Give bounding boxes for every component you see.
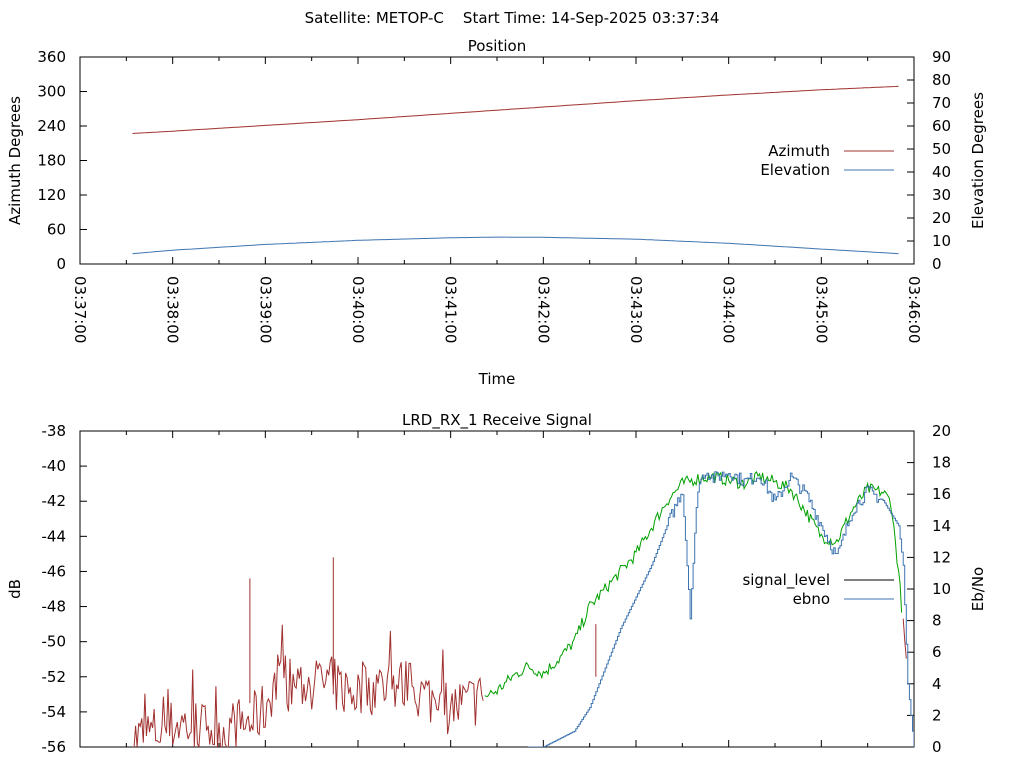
y2-tick-label: 0 [932, 738, 942, 756]
y-axis-label: Azimuth Degrees [6, 96, 24, 225]
y2-tick-label: 60 [932, 117, 951, 135]
y2-tick-label: 80 [932, 71, 951, 89]
y-tick-label: -56 [42, 738, 67, 756]
x-tick-label: 03:43:00 [627, 276, 645, 343]
y-axis-label: dB [6, 579, 24, 599]
x-tick-label: 03:45:00 [812, 276, 830, 343]
series-elevation-line [133, 237, 899, 254]
receive-signal-chart: LRD_RX_1 Receive Signal -56 -54 -52 -50 -48 -4… [6, 411, 987, 756]
y2-tick-label: 8 [932, 612, 942, 630]
y2-tick-label: 50 [932, 140, 951, 158]
y2-tick-label: 70 [932, 94, 951, 112]
y-tick-label: 300 [37, 83, 66, 101]
y-tick-label: 120 [37, 186, 66, 204]
y-tick-label: -40 [42, 457, 67, 475]
y-tick-label: 0 [56, 255, 66, 273]
x-tick-label: 03:39:00 [256, 276, 274, 343]
y-tick-label: -48 [42, 598, 67, 616]
legend-label: ebno [793, 590, 830, 608]
y-tick-label: 180 [37, 152, 66, 170]
series-ebno-line [528, 472, 914, 747]
y-tick-label: 360 [37, 48, 66, 66]
x-tick-label: 03:40:00 [349, 276, 367, 343]
y-tick-label: -52 [42, 668, 67, 686]
x-tick-label: 03:37:00 [71, 276, 89, 343]
y-tick-label: -44 [42, 527, 67, 545]
chart-title: LRD_RX_1 Receive Signal [402, 411, 592, 430]
plot-frame [80, 431, 914, 747]
y2-tick-label: 12 [932, 548, 951, 566]
legend-label: signal_level [742, 571, 830, 590]
y2-tick-label: 20 [932, 422, 951, 440]
series-azimuth-line [133, 86, 899, 133]
chart-title: Position [468, 37, 526, 55]
figure-header: Satellite: METOP-C Start Time: 14-Sep-20… [305, 9, 720, 27]
y2-tick-label: 18 [932, 454, 951, 472]
y2-tick-label: 20 [932, 209, 951, 227]
series-signal-level-line [133, 619, 907, 747]
x-tick-label: 03:42:00 [534, 276, 552, 343]
x-tick-label: 03:44:00 [720, 276, 738, 343]
y2-tick-label: 2 [932, 706, 942, 724]
y2-tick-label: 16 [932, 485, 951, 503]
y2-tick-label: 4 [932, 675, 942, 693]
x-tick-label: 03:38:00 [164, 276, 182, 343]
y-tick-label: -50 [42, 633, 67, 651]
legend-label: Azimuth [768, 142, 830, 160]
legend-label: Elevation [760, 161, 830, 179]
y2-tick-label: 14 [932, 517, 951, 535]
position-chart: Position 0 60 120 180 240 300 360 0 10 20 30 40 50 60 7… [6, 37, 987, 388]
y-tick-label: 60 [47, 221, 66, 239]
y2-tick-label: 10 [932, 580, 951, 598]
x-axis-label: Time [478, 370, 516, 388]
y-tick-label: -42 [42, 492, 67, 510]
y2-tick-label: 10 [932, 232, 951, 250]
x-tick-label: 03:41:00 [442, 276, 460, 343]
y-tick-label: 240 [37, 117, 66, 135]
y2-tick-label: 6 [932, 643, 942, 661]
y2-axis-label: Elevation Degrees [969, 92, 987, 229]
y-tick-label: -38 [42, 422, 67, 440]
y-tick-label: -54 [42, 703, 67, 721]
y2-tick-label: 90 [932, 48, 951, 66]
y-tick-label: -46 [42, 562, 67, 580]
y2-tick-label: 30 [932, 186, 951, 204]
y2-tick-label: 40 [932, 163, 951, 181]
y2-tick-label: 0 [932, 255, 942, 273]
x-tick-label: 03:46:00 [905, 276, 923, 343]
y2-axis-label: Eb/No [969, 567, 987, 611]
